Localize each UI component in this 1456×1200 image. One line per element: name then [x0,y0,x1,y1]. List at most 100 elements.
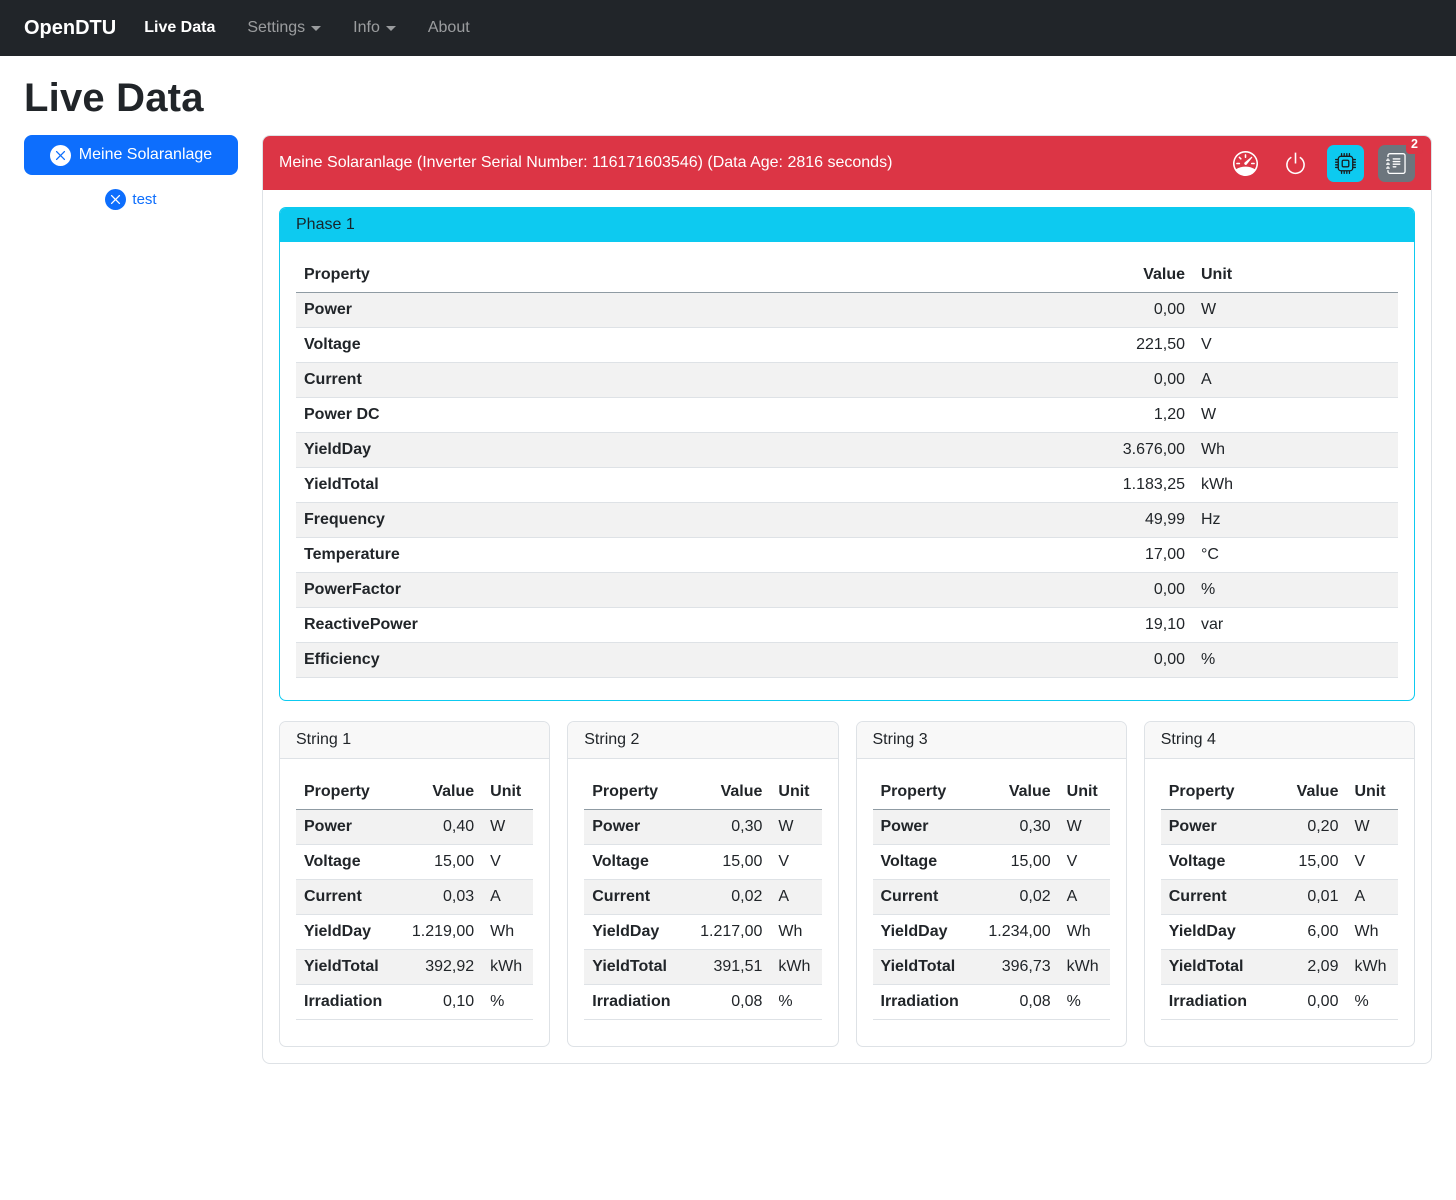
table-row: YieldTotal 392,92 kWh [296,949,534,985]
table-row: Current 0,02 A [584,879,822,915]
column-header-property: Property [296,775,391,810]
property-cell: Voltage [872,844,967,880]
property-cell: YieldTotal [296,949,391,985]
nav-item-about[interactable]: About [428,19,470,37]
value-cell: 396,73 [966,949,1059,985]
phase-card-body: Property Value Unit Power 0,00 W Voltage 221… [280,242,1414,700]
column-header-property: Property [296,258,1073,293]
inverter-header-title: Meine Solaranlage (Inverter Serial Numbe… [279,154,893,171]
unit-cell: A [1193,362,1398,398]
event-count-badge: 2 [1406,136,1423,154]
table-row: Irradiation 0,08% [584,984,822,1020]
column-header-property: Property [872,775,967,810]
table-row: YieldTotal 2,09 kWh [1160,949,1398,985]
table-row: Power 0,30 W [872,809,1110,845]
property-cell: Voltage [296,327,1073,363]
property-cell: Voltage [1160,844,1255,880]
string-card-title: String 1 [280,722,550,759]
x-circle-icon [105,189,127,210]
value-cell: 6,00 [1254,914,1347,950]
property-cell: Frequency [296,502,1073,538]
unit-cell: V [482,844,534,880]
nav-item-info[interactable]: Info [353,19,396,37]
device-info-button[interactable] [1327,144,1364,182]
string-card-body: Property Value Unit Power 0,30 W Voltage 15,… [857,759,1126,1046]
property-cell: Current [872,879,967,915]
property-cell: Irradiation [296,984,391,1020]
inverter-link-label: test [132,191,157,208]
column-header-property: Property [584,775,679,810]
brand-opendtu[interactable]: OpenDTU [24,16,117,39]
property-cell: Temperature [296,537,1073,573]
unit-cell: kWh [770,949,822,985]
value-cell: 0,00 [1073,572,1193,608]
inverter-card-body: Phase 1 Property Value Unit Power 0,00 W Vo… [263,190,1431,1063]
value-cell: 0,01 [1254,879,1347,915]
string-4-card: String 4 Property Value Unit [1143,721,1415,1047]
property-cell: YieldDay [872,914,967,950]
table-row: Voltage 15,00 V [1160,844,1398,880]
unit-cell: kWh [482,949,534,985]
string-card-body: Property Value Unit Power 0,30 W Voltage 15,… [568,759,837,1046]
table-row: YieldDay 1.219,00 Wh [296,914,534,950]
inverter-toolbar: 2 [1227,136,1423,182]
nav-item-label: Settings [247,19,306,36]
unit-cell: % [1193,642,1398,678]
nav-item-live-data[interactable]: Live Data [144,19,215,37]
inverter-card-header: Meine Solaranlage (Inverter Serial Numbe… [263,136,1431,190]
unit-cell: A [770,879,822,915]
table-row: Temperature 17,00 °C [296,537,1398,573]
limit-settings-button[interactable] [1227,145,1263,181]
table-row: YieldTotal 1.183,25 kWh [296,467,1398,503]
unit-cell: A [1058,879,1110,915]
column-header-value: Value [1254,775,1347,810]
property-cell: Current [296,362,1073,398]
property-cell: Power [872,809,967,845]
nav-item-label: Info [353,19,380,36]
value-cell: 0,03 [390,879,483,915]
property-cell: Efficiency [296,642,1073,678]
column-header-value: Value [966,775,1059,810]
property-cell: YieldDay [584,914,679,950]
table-row: ReactivePower 19,10 var [296,607,1398,643]
value-cell: 0,30 [966,809,1059,845]
chevron-down-icon [385,25,396,31]
value-cell: 0,00 [1073,292,1193,328]
unit-cell: W [482,809,534,845]
value-cell: 15,00 [390,844,483,880]
chevron-down-icon [311,25,322,31]
unit-cell: Hz [1193,502,1398,538]
value-cell: 0,02 [966,879,1059,915]
unit-cell: W [770,809,822,845]
value-cell: 0,00 [1073,362,1193,398]
nav-item-settings[interactable]: Settings [247,19,322,37]
value-cell: 0,02 [678,879,771,915]
inverter-selector-sidebar: Meine Solaranlage test [24,135,238,210]
power-button[interactable] [1277,145,1313,181]
property-cell: YieldTotal [1160,949,1255,985]
string-2-card: String 2 Property Value Unit [567,721,839,1047]
property-cell: Current [296,879,391,915]
inverter-button-label: Meine Solaranlage [78,146,213,163]
string-data-table: Property Value Unit Power 0,20 W Voltage 15,… [1160,775,1398,1020]
table-row: YieldDay 1.217,00 Wh [584,914,822,950]
inverter-button-meine-solaranlage[interactable]: Meine Solaranlage [24,135,238,175]
column-header-value: Value [390,775,483,810]
property-cell: YieldTotal [584,949,679,985]
property-cell: Irradiation [1160,984,1255,1020]
unit-cell: V [1346,844,1398,880]
unit-cell: kWh [1346,949,1398,985]
value-cell: 0,08 [678,984,771,1020]
value-cell: 17,00 [1073,537,1193,573]
value-cell: 0,10 [390,984,483,1020]
nav-item-label: Live Data [144,19,216,36]
column-header-unit: Unit [770,775,822,810]
property-cell: Current [1160,879,1255,915]
column-header-unit: Unit [1058,775,1110,810]
unit-cell: kWh [1193,467,1398,503]
table-row: Power 0,20 W [1160,809,1398,845]
unit-cell: % [770,984,822,1020]
table-row: Power 0,40 W [296,809,534,845]
event-log-button[interactable]: 2 [1378,136,1423,182]
inverter-link-test[interactable]: test [105,189,157,210]
